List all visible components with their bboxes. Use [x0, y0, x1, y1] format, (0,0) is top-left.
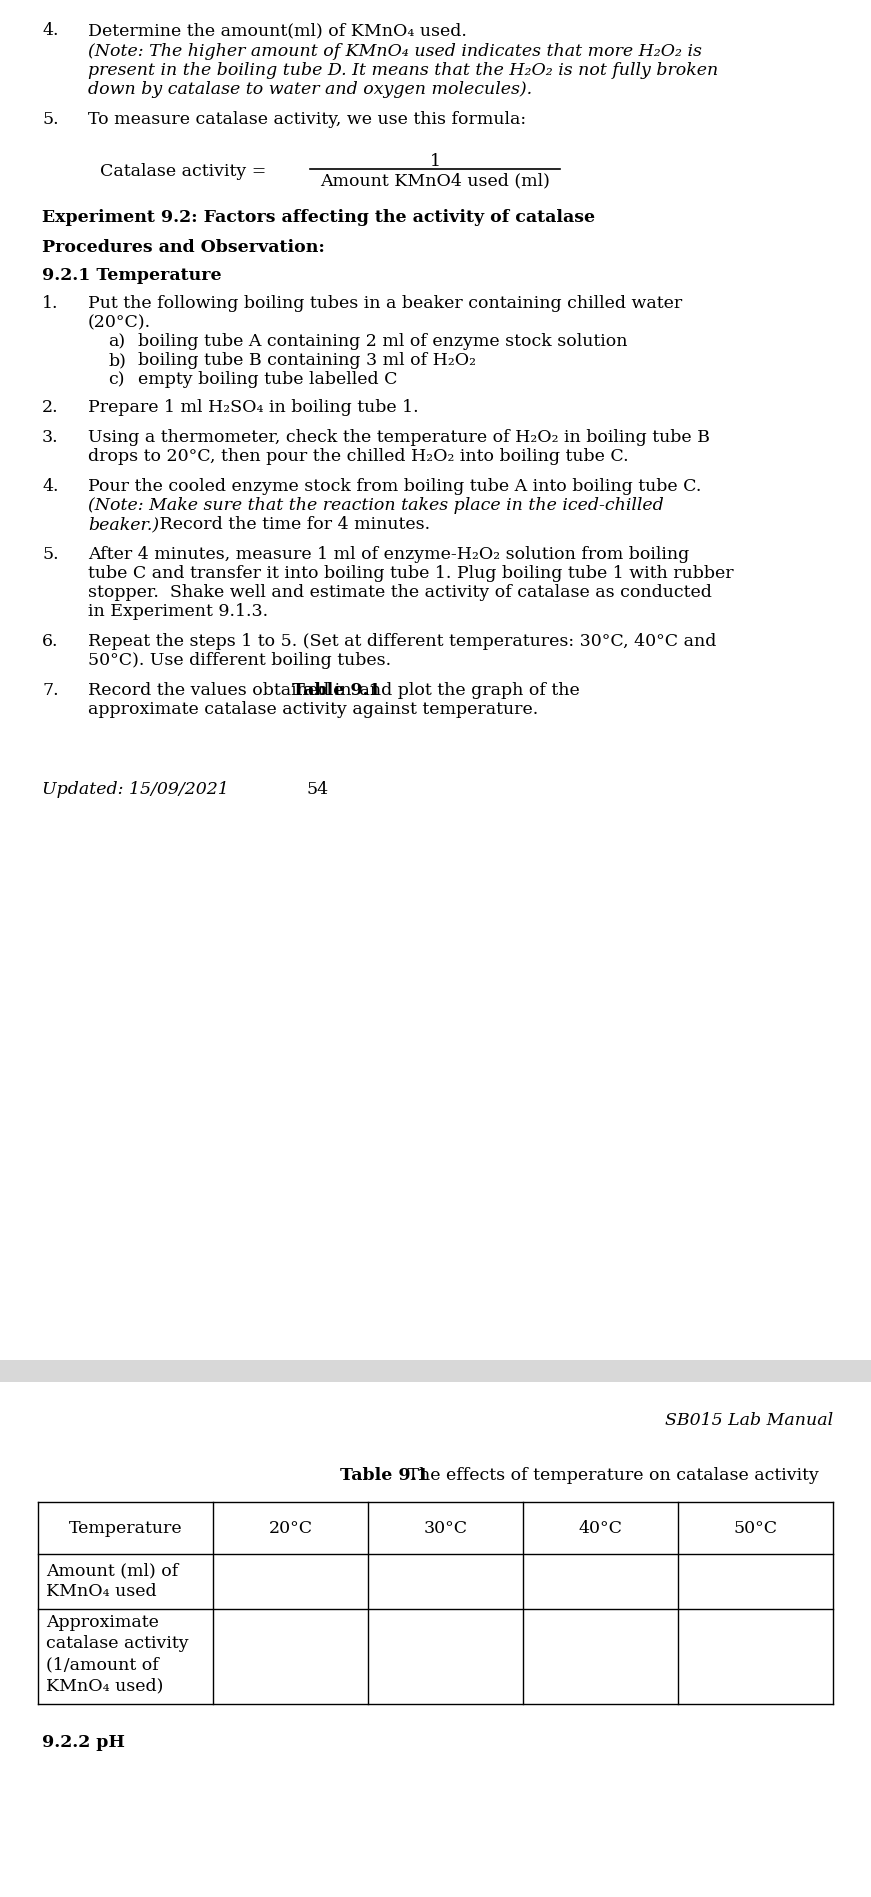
Text: Amount (ml) of: Amount (ml) of [46, 1561, 179, 1578]
Text: 20°C: 20°C [268, 1519, 313, 1537]
Text: 5.: 5. [42, 112, 58, 127]
Text: Repeat the steps 1 to 5. (Set at different temperatures: 30°C, 40°C and: Repeat the steps 1 to 5. (Set at differe… [88, 634, 716, 651]
Text: Catalase activity =: Catalase activity = [100, 163, 267, 180]
Text: 9.2.2 pH: 9.2.2 pH [42, 1734, 125, 1751]
Text: Using a thermometer, check the temperature of H₂O₂ in boiling tube B: Using a thermometer, check the temperatu… [88, 429, 710, 446]
Text: Experiment 9.2: Factors affecting the activity of catalase: Experiment 9.2: Factors affecting the ac… [42, 209, 595, 226]
Text: present in the boiling tube D. It means that the H₂O₂ is not fully broken: present in the boiling tube D. It means … [88, 63, 719, 80]
Text: Record the values obtained in: Record the values obtained in [88, 683, 357, 698]
Text: stopper.  Shake well and estimate the activity of catalase as conducted: stopper. Shake well and estimate the act… [88, 584, 712, 601]
Text: The effects of temperature on catalase activity: The effects of temperature on catalase a… [402, 1466, 819, 1483]
Text: 7.: 7. [42, 683, 58, 698]
Text: (Note: Make sure that the reaction takes place in the iced-chilled: (Note: Make sure that the reaction takes… [88, 497, 664, 514]
Text: Record the time for 4 minutes.: Record the time for 4 minutes. [154, 516, 430, 533]
Text: KMnO₄ used: KMnO₄ used [46, 1582, 157, 1599]
Text: boiling tube A containing 2 ml of enzyme stock solution: boiling tube A containing 2 ml of enzyme… [138, 334, 627, 351]
Text: After 4 minutes, measure 1 ml of enzyme-H₂O₂ solution from boiling: After 4 minutes, measure 1 ml of enzyme-… [88, 546, 689, 563]
Text: in Experiment 9.1.3.: in Experiment 9.1.3. [88, 603, 268, 620]
Text: c): c) [108, 372, 125, 389]
Text: Procedures and Observation:: Procedures and Observation: [42, 239, 325, 256]
Text: a): a) [108, 334, 125, 351]
Text: Approximate: Approximate [46, 1614, 159, 1631]
Text: 1.: 1. [42, 296, 58, 311]
Text: To measure catalase activity, we use this formula:: To measure catalase activity, we use thi… [88, 112, 526, 127]
Text: 50°C). Use different boiling tubes.: 50°C). Use different boiling tubes. [88, 653, 391, 670]
Text: down by catalase to water and oxygen molecules).: down by catalase to water and oxygen mol… [88, 82, 532, 99]
Text: 1: 1 [429, 154, 441, 171]
Text: and plot the graph of the: and plot the graph of the [354, 683, 580, 698]
Text: KMnO₄ used): KMnO₄ used) [46, 1677, 164, 1694]
Text: 2.: 2. [42, 398, 58, 415]
Text: Table 9.1: Table 9.1 [292, 683, 381, 698]
Text: (20°C).: (20°C). [88, 315, 152, 330]
Text: boiling tube B containing 3 ml of H₂O₂: boiling tube B containing 3 ml of H₂O₂ [138, 353, 476, 370]
Text: Put the following boiling tubes in a beaker containing chilled water: Put the following boiling tubes in a bea… [88, 296, 682, 311]
Text: (1/amount of: (1/amount of [46, 1656, 159, 1673]
Text: approximate catalase activity against temperature.: approximate catalase activity against te… [88, 702, 538, 717]
Text: 50°C: 50°C [733, 1519, 778, 1537]
Text: Updated: 15/09/2021: Updated: 15/09/2021 [42, 782, 229, 799]
Text: (Note: The higher amount of KMnO₄ used indicates that more H₂O₂ is: (Note: The higher amount of KMnO₄ used i… [88, 44, 702, 61]
Text: 30°C: 30°C [423, 1519, 468, 1537]
Text: empty boiling tube labelled C: empty boiling tube labelled C [138, 372, 397, 389]
Text: 4.: 4. [42, 23, 58, 40]
Text: Table 9.1: Table 9.1 [340, 1466, 429, 1483]
Text: Pour the cooled enzyme stock from boiling tube A into boiling tube C.: Pour the cooled enzyme stock from boilin… [88, 478, 701, 495]
FancyBboxPatch shape [0, 1383, 871, 1897]
FancyBboxPatch shape [0, 0, 871, 1360]
Text: Determine the amount(ml) of KMnO₄ used.: Determine the amount(ml) of KMnO₄ used. [88, 23, 467, 40]
Text: 54: 54 [306, 782, 328, 799]
Text: 5.: 5. [42, 546, 58, 563]
Text: 4.: 4. [42, 478, 58, 495]
Text: Prepare 1 ml H₂SO₄ in boiling tube 1.: Prepare 1 ml H₂SO₄ in boiling tube 1. [88, 398, 419, 415]
Text: beaker.): beaker.) [88, 516, 159, 533]
Text: drops to 20°C, then pour the chilled H₂O₂ into boiling tube C.: drops to 20°C, then pour the chilled H₂O… [88, 448, 629, 465]
FancyBboxPatch shape [0, 1360, 871, 1383]
Text: catalase activity: catalase activity [46, 1635, 189, 1652]
Text: 3.: 3. [42, 429, 58, 446]
Text: 9.2.1 Temperature: 9.2.1 Temperature [42, 267, 221, 285]
Text: 6.: 6. [42, 634, 58, 651]
Text: Temperature: Temperature [69, 1519, 182, 1537]
Text: Amount KMnO4 used (ml): Amount KMnO4 used (ml) [320, 173, 550, 190]
Text: b): b) [108, 353, 126, 370]
Text: 40°C: 40°C [578, 1519, 623, 1537]
Text: tube C and transfer it into boiling tube 1. Plug boiling tube 1 with rubber: tube C and transfer it into boiling tube… [88, 565, 733, 582]
Text: SB015 Lab Manual: SB015 Lab Manual [665, 1411, 833, 1428]
